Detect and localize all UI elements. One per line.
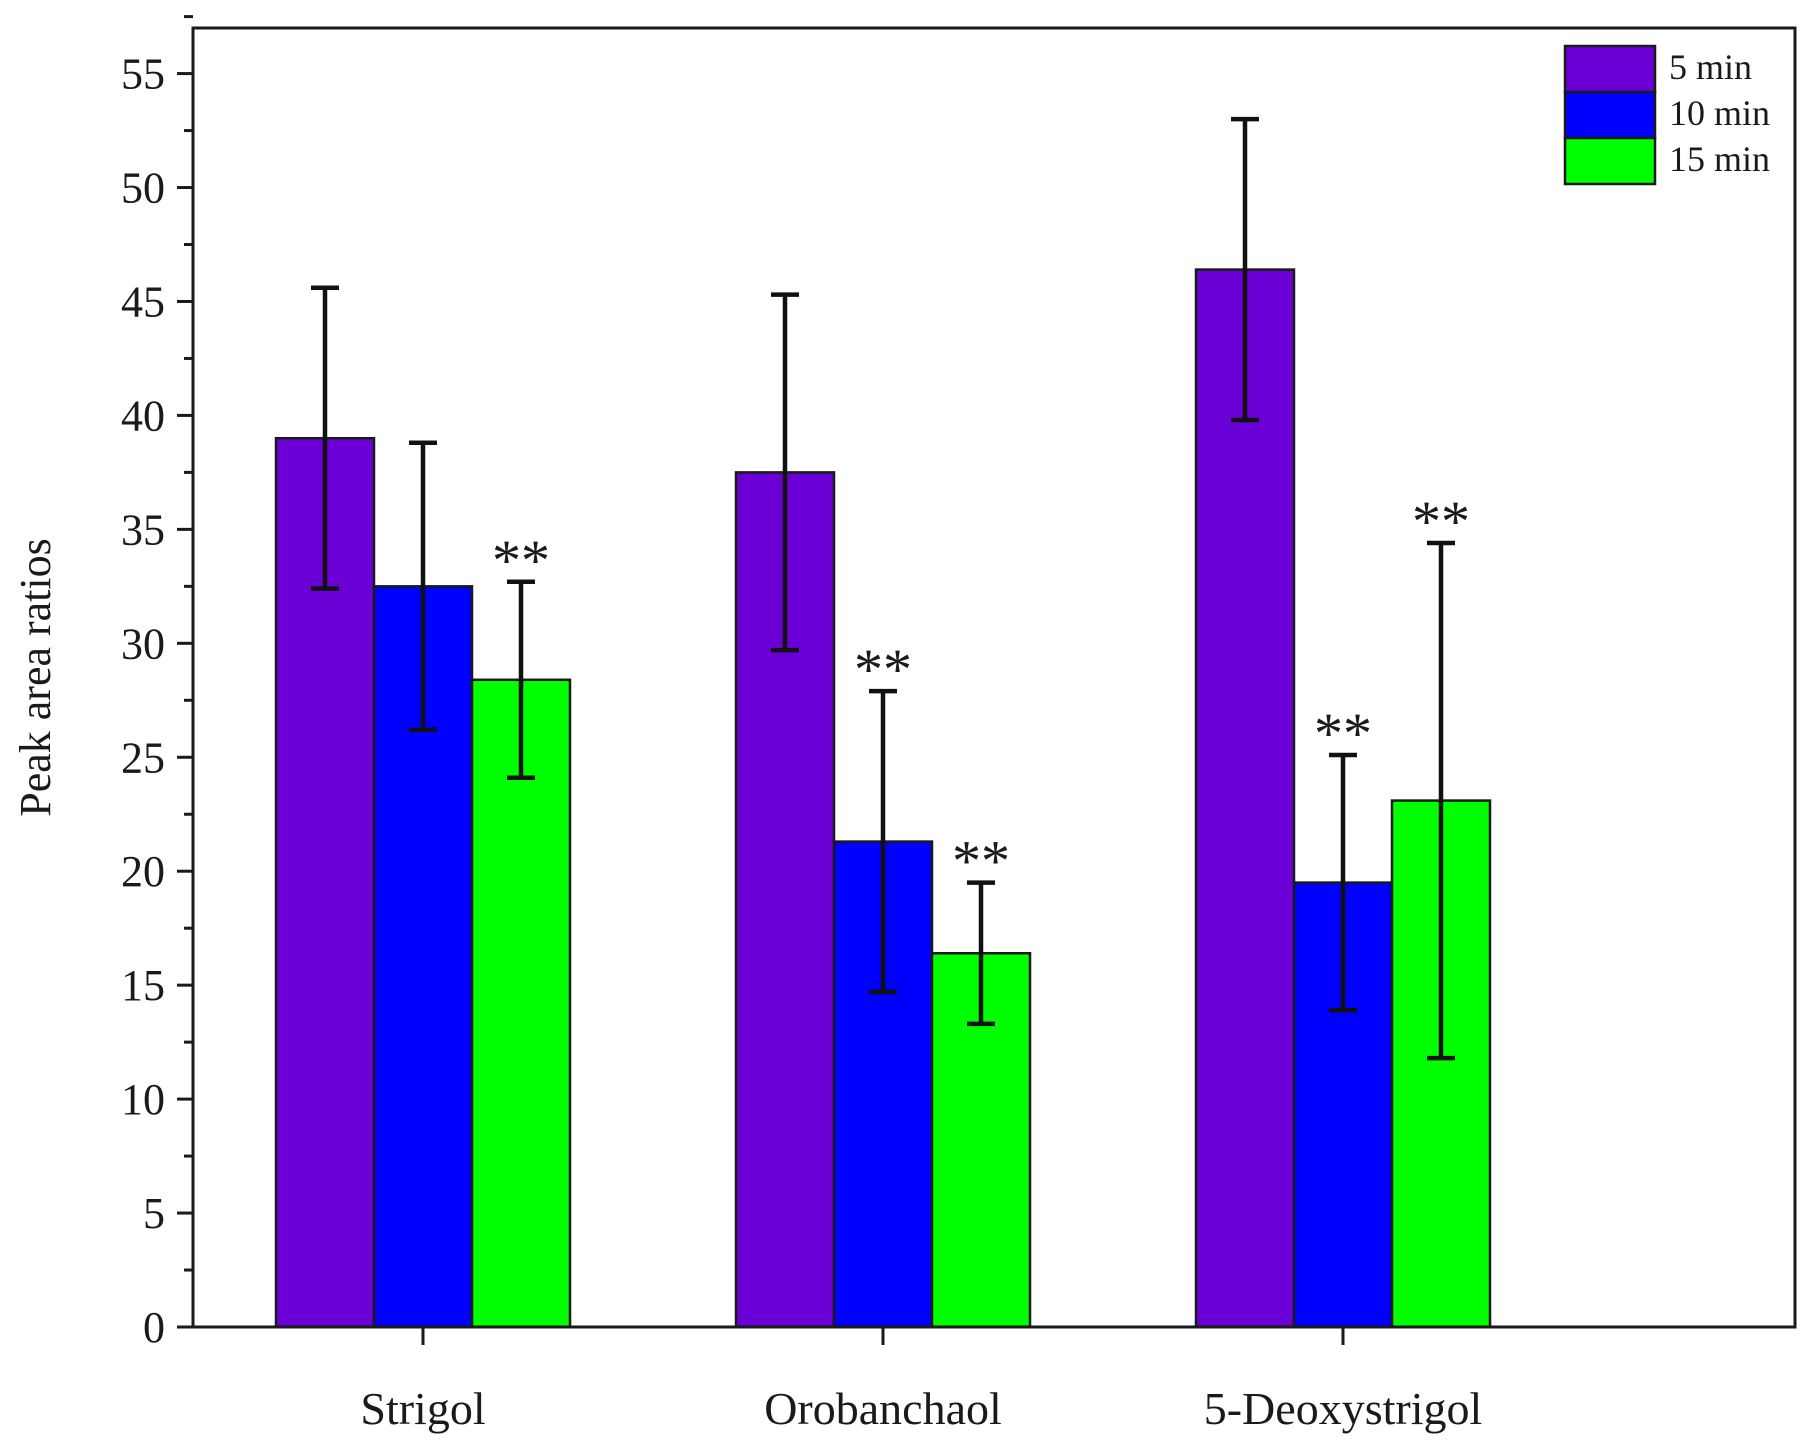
y-tick-label: 10 (121, 1075, 165, 1124)
significance-marker: ** (854, 637, 912, 702)
legend-swatch (1563, 44, 1657, 94)
y-tick-label: 45 (121, 277, 165, 326)
legend: 5 min 10 min 15 min (1563, 44, 1770, 186)
x-category-label: Orobanchaol (764, 1383, 1002, 1434)
y-tick-label: 25 (121, 733, 165, 782)
legend-label: 10 min (1669, 93, 1770, 133)
significance-marker: ** (952, 829, 1010, 894)
y-tick-label: 35 (121, 505, 165, 554)
y-tick-label: 20 (121, 847, 165, 896)
y-tick-label: 0 (143, 1303, 165, 1352)
x-category-label: 5-Deoxystrigol (1204, 1383, 1483, 1434)
y-tick-label: 40 (121, 391, 165, 440)
plot-frame (191, 26, 1797, 1329)
significance-layer: ** ** ** ** ** (492, 489, 1470, 894)
legend-label: 5 min (1669, 47, 1752, 87)
error-bars-layer (311, 116, 1455, 1061)
legend-label: 15 min (1669, 139, 1770, 179)
legend-swatch (1563, 90, 1657, 140)
y-tick-label: 55 (121, 50, 165, 99)
y-tick-label: 15 (121, 961, 165, 1010)
y-tick-label: 30 (121, 619, 165, 668)
y-axis-label: Peak area ratios (11, 538, 60, 817)
significance-marker: ** (492, 528, 550, 593)
legend-swatch (1563, 136, 1657, 186)
significance-marker: ** (1412, 489, 1470, 554)
bar-5-min-5-Deoxystrigol (1194, 268, 1296, 1329)
y-tick-label: 5 (143, 1189, 165, 1238)
significance-marker: ** (1314, 701, 1372, 766)
y-tick-label: 50 (121, 164, 165, 213)
x-category-label: Strigol (360, 1383, 485, 1434)
axis-layer: 0 5 10 15 20 25 30 35 40 45 50 55 Strigol Orobanchaol… (121, 15, 1483, 1434)
